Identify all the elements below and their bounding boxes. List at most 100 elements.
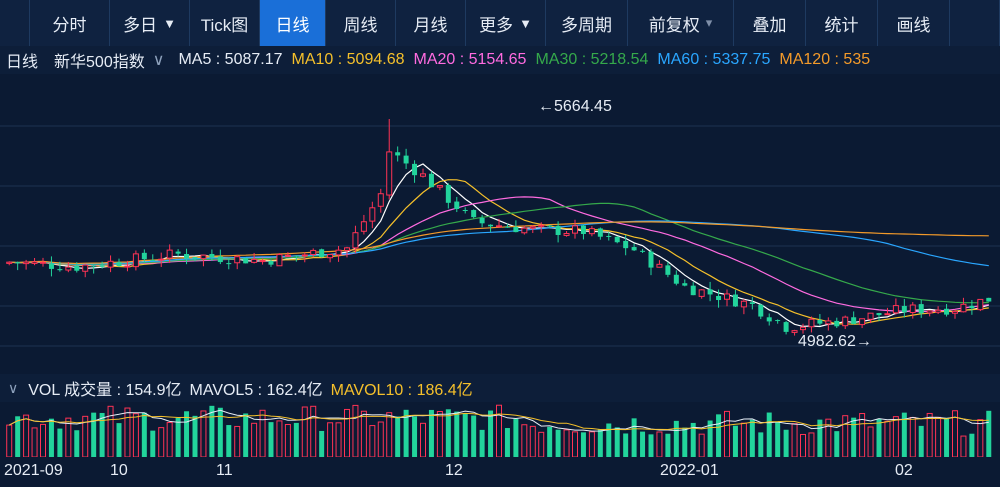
volume-bar (412, 416, 418, 457)
volume-bar (310, 405, 317, 457)
candle-body (614, 236, 620, 243)
mavol10-readout: MAVOL10 : 186.4亿 (330, 382, 473, 399)
ma20-readout: MA20 : 5154.65 (413, 51, 527, 68)
volume-bar (808, 432, 815, 457)
volume-bar (268, 422, 274, 457)
candle-body (825, 320, 832, 325)
volume-bar (690, 422, 696, 457)
volume-bar (580, 432, 586, 457)
x-axis: 2021-09 10 11 12 2022-01 02 (0, 457, 1000, 487)
candle-body (124, 265, 131, 268)
toolbar-item-10[interactable]: 统计 (806, 0, 878, 46)
volume-bar (960, 435, 967, 457)
x-tick-label: 11 (216, 462, 233, 479)
volume-bar (327, 422, 334, 457)
volume-bar (141, 412, 147, 457)
volume-bar (698, 433, 705, 457)
toolbar-item-label: 统计 (824, 15, 859, 35)
chevron-down-icon[interactable]: ∨ (8, 379, 19, 396)
volume-bar (901, 412, 907, 457)
volume-bar (335, 422, 342, 457)
candle-body (926, 310, 933, 314)
volume-bar (74, 430, 80, 457)
candle-body (640, 250, 646, 252)
vol-readout: VOL 成交量 : 154.9亿 (28, 382, 182, 399)
volume-bar (791, 423, 798, 457)
candle-body (57, 269, 63, 271)
candle-body (192, 257, 198, 259)
volume-bar (563, 429, 570, 457)
volume-bar (445, 409, 451, 457)
toolbar-item-11[interactable]: 画线 (878, 0, 950, 46)
x-tick-label: 10 (110, 462, 128, 479)
candle-body (791, 330, 798, 333)
candle-body (293, 255, 299, 257)
candle-body (597, 228, 603, 237)
volume-bar (107, 405, 114, 457)
candle-body (766, 317, 772, 322)
volume-bar (724, 410, 730, 457)
toolbar-item-0[interactable]: 分时 (30, 0, 110, 46)
volume-bar (656, 431, 663, 457)
candle-body (606, 235, 612, 237)
chevron-down-icon[interactable]: ∨ (152, 52, 165, 69)
volume-bar (588, 431, 595, 457)
candle-body (859, 318, 866, 326)
toolbar-item-9[interactable]: 叠加 (734, 0, 806, 46)
candle-body (48, 263, 54, 269)
volume-bar (31, 427, 38, 457)
candle-body (977, 298, 984, 311)
volume-bar (606, 423, 612, 457)
candle-body (758, 304, 764, 317)
candle-body (226, 263, 232, 265)
candle-body (547, 225, 553, 227)
candle-body (555, 225, 561, 235)
mavol10-line (8, 412, 989, 431)
toolbar-item-4[interactable]: 周线 (326, 0, 396, 46)
candle-body (918, 304, 924, 314)
candle-body (909, 304, 916, 313)
volume-bar (640, 431, 646, 457)
volume-bar (952, 410, 958, 457)
volume-chart[interactable] (0, 402, 1000, 457)
x-tick-label: 2021-09 (4, 462, 63, 479)
candle-body (462, 209, 468, 211)
candle-body (952, 310, 958, 314)
candle-body (65, 266, 72, 271)
candle-body (276, 253, 283, 267)
candle-body (960, 303, 967, 313)
toolbar-item-8[interactable]: 前复权 ▾ (628, 0, 734, 46)
volume-bar (977, 419, 984, 457)
volume-bar (352, 404, 359, 457)
volume-bar (732, 425, 738, 457)
price-chart[interactable]: ←5664.45 4982.62→ (0, 74, 1000, 374)
toolbar-item-12[interactable] (950, 0, 1000, 46)
toolbar-item-2[interactable]: Tick图 (190, 0, 260, 46)
toolbar-item-6[interactable]: 更多 ▼ (466, 0, 546, 46)
candle-body (184, 254, 190, 259)
volume-bar (192, 415, 198, 457)
candle-body (31, 261, 38, 264)
ma60-readout: MA60 : 5337.75 (657, 51, 771, 68)
toolbar-item-7[interactable]: 多周期 (546, 0, 628, 46)
candle-body (445, 185, 451, 203)
toolbar-item-3[interactable]: 日线 (260, 0, 326, 46)
volume-bar (648, 434, 654, 457)
candle-body (935, 309, 942, 313)
candle-body (209, 253, 215, 258)
toolbar-item-1[interactable]: 多日 ▼ (110, 0, 190, 46)
candle-body (808, 318, 815, 328)
candle-body (716, 295, 722, 301)
candle-body (301, 254, 308, 257)
toolbar-item-label: 分时 (52, 15, 87, 35)
toolbar-item-5[interactable]: 月线 (396, 0, 466, 46)
candle-body (175, 251, 181, 254)
volume-bar (884, 420, 891, 457)
candle-body (23, 261, 30, 265)
volume-bar (243, 413, 249, 457)
candle-body (901, 305, 907, 313)
volume-bar (986, 410, 992, 457)
candle-body (783, 322, 789, 332)
volume-bar (99, 412, 105, 457)
volume-bar (918, 425, 924, 457)
